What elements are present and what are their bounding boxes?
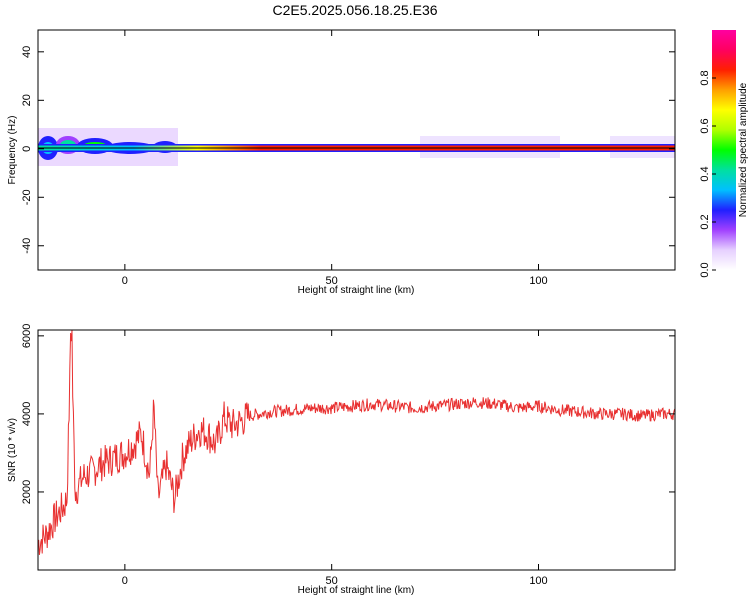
bottom-y-tick-label: 6000 xyxy=(21,324,33,348)
snr-frame xyxy=(37,329,676,571)
bottom-y-axis-label: SNR (10 * v/v) xyxy=(7,418,18,482)
spectrogram-frame xyxy=(37,29,676,271)
spectrogram-panel: 0 50 100 40 20 0 -20 -40 xyxy=(21,29,676,287)
page-title: C2E5.2025.056.18.25.E36 xyxy=(272,2,438,18)
bottom-y-tick-label: 4000 xyxy=(21,402,33,426)
top-y-tick-label: 20 xyxy=(21,94,33,106)
top-y-tick-label: 40 xyxy=(21,46,33,58)
colorbar-tick-label: 0.6 xyxy=(699,118,711,133)
top-x-tick-label: 100 xyxy=(529,275,547,287)
top-y-tick-label: -40 xyxy=(21,238,33,254)
colorbar-tick-label: 0.4 xyxy=(699,166,711,181)
colorbar-tick-label: 0.2 xyxy=(699,214,711,229)
bottom-x-tick-label: 100 xyxy=(529,575,547,587)
snr-panel: 0 50 100 6000 4000 2000 xyxy=(21,324,676,587)
snr-series-line xyxy=(37,329,676,555)
colorbar-label: Normalized spectral amplitude xyxy=(738,82,749,217)
bottom-x-tick-label: 50 xyxy=(326,575,338,587)
top-x-axis-label: Height of straight line (km) xyxy=(298,285,415,296)
top-x-tick-label: 0 xyxy=(122,275,128,287)
bottom-x-axis-label: Height of straight line (km) xyxy=(298,585,415,596)
top-y-tick-label: -20 xyxy=(21,189,33,205)
colorbar: 0.0 0.2 0.4 0.6 0.8 xyxy=(699,30,736,278)
bottom-y-tick-label: 2000 xyxy=(21,480,33,504)
bottom-x-tick-label: 0 xyxy=(122,575,128,587)
colorbar-tick-label: 0.8 xyxy=(699,70,711,85)
top-y-axis-label: Frequency (Hz) xyxy=(7,116,18,185)
colorbar-gradient xyxy=(712,30,736,270)
colorbar-tick-label: 0.0 xyxy=(699,262,711,277)
top-y-tick-label: 0 xyxy=(21,146,33,152)
top-x-tick-label: 50 xyxy=(326,275,338,287)
